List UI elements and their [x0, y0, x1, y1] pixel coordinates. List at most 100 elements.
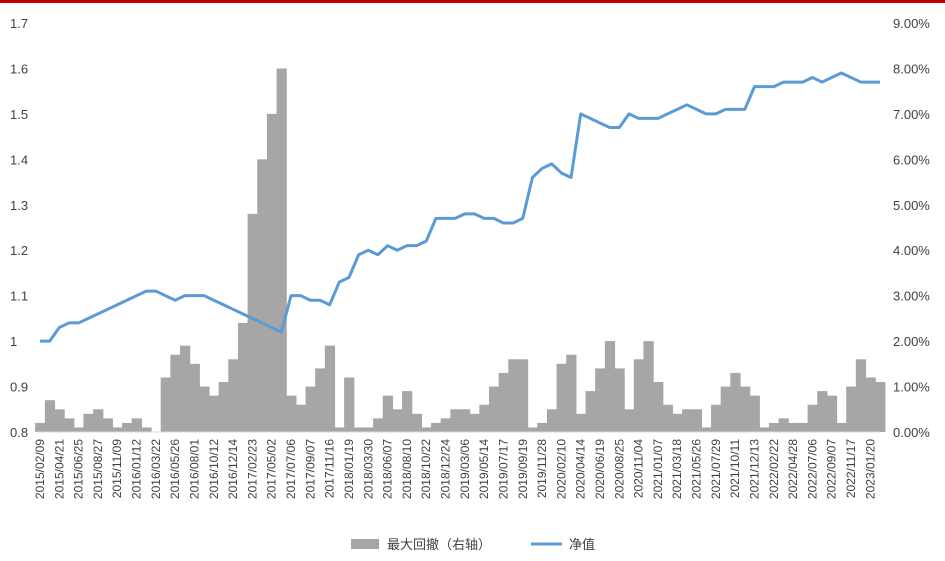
drawdown-bar — [295, 404, 307, 432]
drawdown-bar — [266, 113, 278, 432]
x-tick-label: 2018/03/30 — [361, 439, 375, 499]
x-tick-label: 2020/11/04 — [632, 439, 646, 498]
y-right-tick-label: 8.00% — [893, 61, 930, 76]
drawdown-bar — [431, 422, 442, 432]
y-right-tick-label: 2.00% — [893, 334, 930, 349]
drawdown-bar — [112, 427, 123, 432]
legend-label-net-value: 净值 — [569, 537, 595, 553]
drawdown-bar — [344, 377, 355, 432]
x-tick-label: 2015/06/25 — [72, 439, 86, 499]
drawdown-bar — [440, 418, 451, 432]
x-tick-label: 2021/01/07 — [651, 439, 665, 499]
drawdown-bar — [711, 404, 722, 432]
drawdown-bar — [228, 359, 239, 432]
legend-label-drawdown: 最大回撤（右轴） — [387, 537, 491, 553]
x-tick-label: 2019/05/14 — [477, 439, 491, 499]
drawdown-bar — [54, 409, 65, 432]
drawdown-bar — [768, 422, 780, 432]
y-left-tick-label: 1.5 — [10, 107, 28, 122]
drawdown-bar — [247, 213, 258, 432]
drawdown-bar — [189, 363, 200, 432]
x-tick-label: 2022/02/22 — [767, 439, 781, 499]
drawdown-bar — [778, 418, 789, 432]
y-right-tick-label: 1.00% — [893, 380, 930, 395]
x-tick-label: 2016/05/26 — [168, 439, 182, 499]
drawdown-bar — [604, 341, 616, 432]
legend: 最大回撤（右轴） 净值 — [351, 537, 595, 553]
drawdown-bar — [836, 422, 847, 432]
drawdown-bar — [382, 395, 394, 432]
drawdown-bar — [749, 395, 760, 432]
drawdown-bar — [740, 386, 751, 432]
x-tick-label: 2016/12/14 — [226, 439, 240, 499]
drawdown-bar — [826, 395, 838, 432]
legend-swatch-drawdown — [351, 539, 379, 549]
drawdown-bar — [527, 427, 538, 432]
x-tick-label: 2022/09/07 — [825, 439, 839, 499]
y-left-tick-label: 1.2 — [10, 243, 28, 258]
drawdown-bar — [817, 391, 828, 432]
drawdown-bar — [44, 400, 56, 432]
drawdown-bar — [546, 409, 558, 432]
y-left-tick-label: 0.9 — [10, 380, 28, 395]
x-tick-label: 2021/03/18 — [670, 439, 684, 499]
drawdown-bar — [633, 359, 645, 432]
drawdown-bar — [286, 395, 297, 432]
drawdown-bar — [353, 427, 365, 432]
x-tick-label: 2021/12/13 — [747, 439, 761, 499]
y-right-tick-label: 9.00% — [893, 16, 930, 31]
x-tick-label: 2016/10/12 — [207, 439, 221, 499]
drawdown-bar — [701, 427, 712, 432]
x-axis: 2015/02/09 2015/04/21 2015/06/25 2015/08/27… — [33, 439, 877, 499]
drawdown-bar — [102, 418, 114, 432]
x-tick-label: 2017/07/06 — [284, 439, 298, 499]
drawdown-bar — [469, 413, 480, 432]
drawdown-bar — [643, 341, 654, 432]
drawdown-bar — [73, 427, 85, 432]
drawdown-bar — [614, 368, 625, 432]
y-right-tick-label: 4.00% — [893, 243, 930, 258]
drawdown-bar — [83, 413, 94, 432]
x-tick-label: 2015/08/27 — [91, 439, 105, 499]
drawdown-bar — [691, 409, 702, 432]
x-tick-label: 2022/04/28 — [786, 439, 800, 499]
x-tick-label: 2022/07/06 — [805, 439, 819, 499]
drawdown-bar — [180, 345, 191, 432]
top-rule — [0, 0, 945, 3]
drawdown-bar — [170, 354, 181, 432]
x-tick-label: 2015/04/21 — [52, 439, 66, 499]
x-tick-label: 2018/01/19 — [342, 439, 356, 499]
y-right-tick-label: 6.00% — [893, 152, 930, 167]
x-tick-label: 2020/08/25 — [612, 439, 626, 499]
drawdown-bar — [257, 159, 268, 433]
drawdown-bar — [537, 422, 548, 432]
x-tick-label: 2018/06/07 — [381, 439, 395, 499]
drawdown-bar — [131, 418, 142, 432]
x-tick-label: 2016/08/01 — [187, 439, 201, 499]
y-right-axis: 9.00% 8.00% 7.00% 6.00% 5.00% 4.00% 3.00% 2.00%… — [893, 16, 930, 440]
x-tick-label: 2017/05/02 — [265, 439, 279, 499]
drawdown-bar — [276, 68, 287, 432]
drawdown-bar — [373, 418, 384, 432]
drawdown-bar — [662, 404, 674, 432]
x-tick-label: 2019/03/06 — [458, 439, 472, 499]
drawdown-bar — [517, 359, 529, 432]
drawdown-bar — [846, 386, 857, 432]
drawdown-bar — [759, 427, 770, 432]
y-left-tick-label: 1.4 — [10, 152, 28, 167]
x-tick-label: 2018/08/10 — [400, 439, 414, 499]
x-tick-label: 2021/07/29 — [709, 439, 723, 499]
x-tick-label: 2019/07/17 — [496, 439, 510, 499]
drawdown-bar — [653, 382, 664, 432]
x-tick-label: 2020/04/14 — [574, 439, 588, 499]
x-tick-label: 2019/09/19 — [516, 439, 530, 499]
x-tick-label: 2023/01/20 — [863, 439, 877, 499]
drawdown-bar — [392, 409, 403, 432]
drawdown-bar — [797, 422, 809, 432]
drawdown-bar — [122, 422, 133, 432]
drawdown-bar — [421, 427, 432, 432]
x-tick-label: 2017/11/16 — [323, 439, 337, 498]
y-left-tick-label: 1.6 — [10, 61, 28, 76]
drawdown-bar — [460, 409, 471, 432]
